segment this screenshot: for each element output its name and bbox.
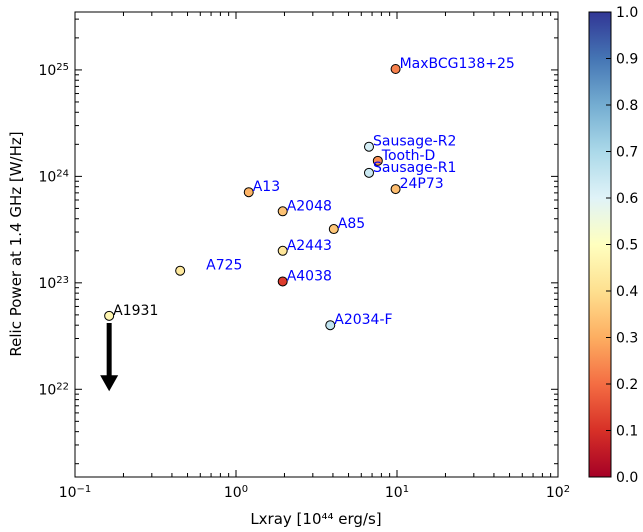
y-axis-label: Relic Power at 1.4 GHz [W/Hz]	[7, 131, 25, 356]
point-label: A13	[253, 179, 280, 195]
colorbar-tick-label: 0.4	[616, 284, 638, 300]
colorbar-tick-label: 1.0	[616, 5, 638, 21]
point-label: A4038	[287, 268, 332, 284]
colorbar-tick-label: 0.5	[616, 238, 638, 254]
plot-frame	[74, 11, 559, 478]
plot-area: 10−1 100 101 102 1022 1023 1024 1025 MaxBCG138…	[38, 11, 570, 501]
x-tick-label: 100	[224, 484, 248, 502]
data-point	[328, 224, 339, 235]
point-label: MaxBCG138+25	[400, 56, 515, 72]
point-label: Sausage-R1	[373, 160, 456, 176]
y-axis-ticks: 1022 1023 1024 1025	[38, 18, 558, 465]
colorbar-tick-label: 0.2	[616, 377, 638, 393]
colorbar-tick-label: 0.1	[616, 424, 638, 440]
colorbar-tick-label: 0.9	[616, 52, 638, 68]
y-tick-label: 1022	[38, 381, 69, 399]
point-label: A2048	[287, 198, 332, 214]
point-label: A2443	[287, 238, 332, 254]
y-tick-label: 1025	[38, 61, 69, 79]
colorbar-ticks: 0.0 0.1 0.2 0.3 0.4 0.5 0.6 0.7 0.8 0.9 1.0	[606, 5, 638, 486]
y-tick-label: 1024	[38, 168, 69, 186]
point-label: Sausage-R2	[373, 134, 456, 150]
point-label: A2034-F	[334, 312, 392, 328]
colorbar-tick-label: 0.8	[616, 98, 638, 114]
data-point	[372, 155, 383, 166]
data-point	[363, 167, 374, 178]
colorbar-tick-label: 0.6	[616, 191, 638, 207]
colorbar-tick-label: 0.7	[616, 145, 638, 161]
data-point	[277, 206, 288, 217]
data-point	[325, 320, 336, 331]
upper-limit-layer	[100, 322, 119, 392]
point-label: Tooth-D	[381, 148, 436, 164]
colorbar: 0.0 0.1 0.2 0.3 0.4 0.5 0.6 0.7 0.8 0.9 1.0	[588, 5, 638, 486]
upper-limit-arrow-head	[100, 375, 119, 392]
data-point	[277, 276, 288, 287]
data-point	[277, 245, 288, 256]
point-label: 24P73	[400, 176, 444, 192]
colorbar-tick-label: 0.3	[616, 331, 638, 347]
colorbar-tick-label: 0.0	[616, 470, 638, 486]
data-point	[390, 184, 401, 195]
x-axis-ticks: 10−1 100 101 102	[59, 12, 570, 501]
data-point	[390, 64, 401, 75]
data-point	[104, 310, 115, 321]
points-layer	[104, 64, 401, 331]
x-tick-label: 10−1	[59, 484, 92, 502]
x-tick-label: 101	[385, 484, 409, 502]
point-labels-layer: MaxBCG138+25 Sausage-R2Tooth-DSausage-R12…	[113, 56, 515, 328]
x-tick-label: 102	[546, 484, 570, 502]
data-point	[363, 141, 374, 152]
data-point	[243, 187, 254, 198]
data-point	[175, 265, 186, 276]
point-label: A725	[206, 258, 242, 274]
point-label: A1931	[113, 303, 158, 319]
point-label: A85	[338, 216, 365, 232]
x-axis-label: Lxray [10⁴⁴ erg/s]	[250, 510, 381, 528]
y-tick-label: 1023	[38, 274, 69, 292]
